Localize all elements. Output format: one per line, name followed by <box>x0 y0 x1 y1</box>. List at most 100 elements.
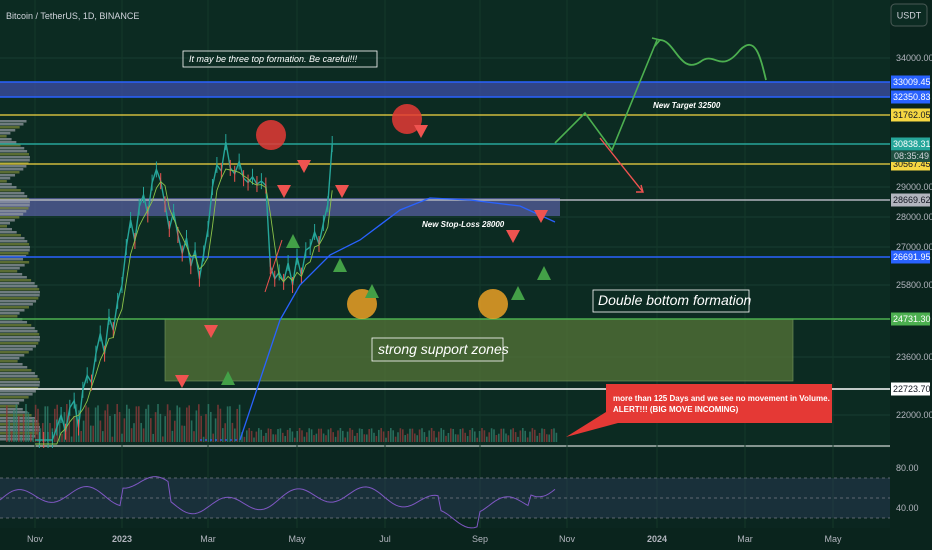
volume-profile-bar <box>0 357 20 360</box>
volume-profile-bar <box>0 219 15 222</box>
volume-bar <box>546 434 548 442</box>
volume-bar <box>200 415 202 442</box>
time-tick-label-9: May <box>824 534 842 544</box>
price-level-tag-text-1: 32350.83 <box>893 92 931 102</box>
currency-button[interactable]: USDT <box>890 3 928 27</box>
volume-bar <box>190 420 193 442</box>
volume-bar <box>310 429 313 442</box>
volume-bar <box>354 435 356 442</box>
annotation-text-2: New Stop-Loss 28000 <box>422 220 505 229</box>
volume-profile-bar <box>0 294 40 297</box>
volume-bar <box>450 428 452 442</box>
volume-profile-bar <box>0 363 23 366</box>
volume-bar <box>351 429 354 442</box>
top-circle-0 <box>256 120 286 150</box>
volume-bar <box>428 430 430 442</box>
volume-bar <box>138 406 140 442</box>
volume-profile-bar <box>0 366 28 369</box>
volume-profile-bar <box>0 186 17 189</box>
volume-profile-bar <box>0 291 40 294</box>
volume-bar <box>370 428 373 442</box>
volume-profile-bar <box>0 312 20 315</box>
volume-profile-bar <box>0 426 40 429</box>
time-tick-label-4: Jul <box>379 534 391 544</box>
volume-bar <box>500 428 502 442</box>
price-level-tag-2: 31762.05 <box>891 108 931 122</box>
rsi-tick-label-1: 40.00 <box>896 503 919 513</box>
volume-bar <box>526 437 529 442</box>
volume-bars <box>6 404 558 442</box>
volume-bar <box>454 434 457 442</box>
price-level-tag-bg-8 <box>891 382 930 396</box>
volume-bar <box>147 404 150 442</box>
volume-bar <box>111 436 114 442</box>
volume-bar <box>166 404 169 442</box>
volume-profile-bar <box>0 201 30 204</box>
volume-bar <box>543 428 546 442</box>
volume-bar <box>37 408 39 442</box>
volume-bar <box>270 428 272 442</box>
volume-profile-bar <box>0 162 29 165</box>
volume-bar <box>205 414 207 442</box>
volume-profile-bar <box>0 405 18 408</box>
volume-profile-bar <box>0 402 20 405</box>
volume-profile-bar <box>0 222 11 225</box>
volume-bar <box>306 432 308 442</box>
volume-bar <box>536 435 538 442</box>
time-tick-label-5: Sep <box>472 534 488 544</box>
volume-profile-bar <box>0 327 35 330</box>
price-level-tag-bg-2 <box>891 108 930 122</box>
price-level-tag-bg-0 <box>891 75 930 89</box>
volume-bar <box>402 429 404 442</box>
volume-bar <box>416 435 418 442</box>
volume-bar <box>114 414 116 442</box>
volume-profile-bar <box>0 129 16 132</box>
volume-profile-bar <box>0 360 18 363</box>
volume-bar <box>80 430 82 442</box>
volume-profile-bar <box>0 249 30 252</box>
volume-profile-bar <box>0 378 40 381</box>
volume-bar <box>217 404 219 442</box>
projection-down-arrowhead <box>636 184 644 193</box>
volume-profile-bar <box>0 123 24 126</box>
volume-bar <box>68 413 70 442</box>
annotation-box-3 <box>592 289 750 313</box>
volume-profile-bar <box>0 297 39 300</box>
volume-bar <box>502 428 505 442</box>
time-axis-panel[interactable] <box>0 528 932 550</box>
volume-profile-bar <box>0 147 25 150</box>
volume-bar <box>298 428 301 442</box>
buy-arrow-2 <box>365 284 379 298</box>
volume-profile-bar <box>0 408 23 411</box>
volume-bar <box>171 430 174 442</box>
volume-bar <box>106 404 109 442</box>
volume-bar <box>99 420 102 442</box>
volume-bar <box>102 431 104 442</box>
countdown-text: 08:35:49 <box>894 151 929 161</box>
volume-bar <box>313 435 315 442</box>
price-level-tag-8: 22723.70 <box>891 382 931 396</box>
annotation-2: New Stop-Loss 28000 <box>422 220 505 229</box>
volume-bar <box>363 434 366 442</box>
volume-profile-bar <box>0 261 30 264</box>
price-tick-label-1: 29000.00 <box>896 182 932 192</box>
volume-bar <box>234 428 236 442</box>
volume-bar <box>342 430 344 442</box>
volume-profile-bar <box>0 216 20 219</box>
volume-profile-bar <box>0 303 33 306</box>
volume-bar <box>517 436 519 442</box>
volume-bar <box>339 428 342 442</box>
volume-bar <box>30 433 32 442</box>
time-tick-label-7: 2024 <box>647 534 667 544</box>
volume-bar <box>145 408 147 442</box>
sell-arrow-1 <box>297 160 311 173</box>
volume-bar <box>409 428 411 442</box>
volume-bar <box>243 436 246 442</box>
volume-bar <box>481 428 483 442</box>
volume-bar <box>361 428 363 442</box>
support-zone-box <box>164 318 794 382</box>
volume-bar <box>286 429 289 442</box>
price-tick-label-6: 22000.00 <box>896 410 932 420</box>
